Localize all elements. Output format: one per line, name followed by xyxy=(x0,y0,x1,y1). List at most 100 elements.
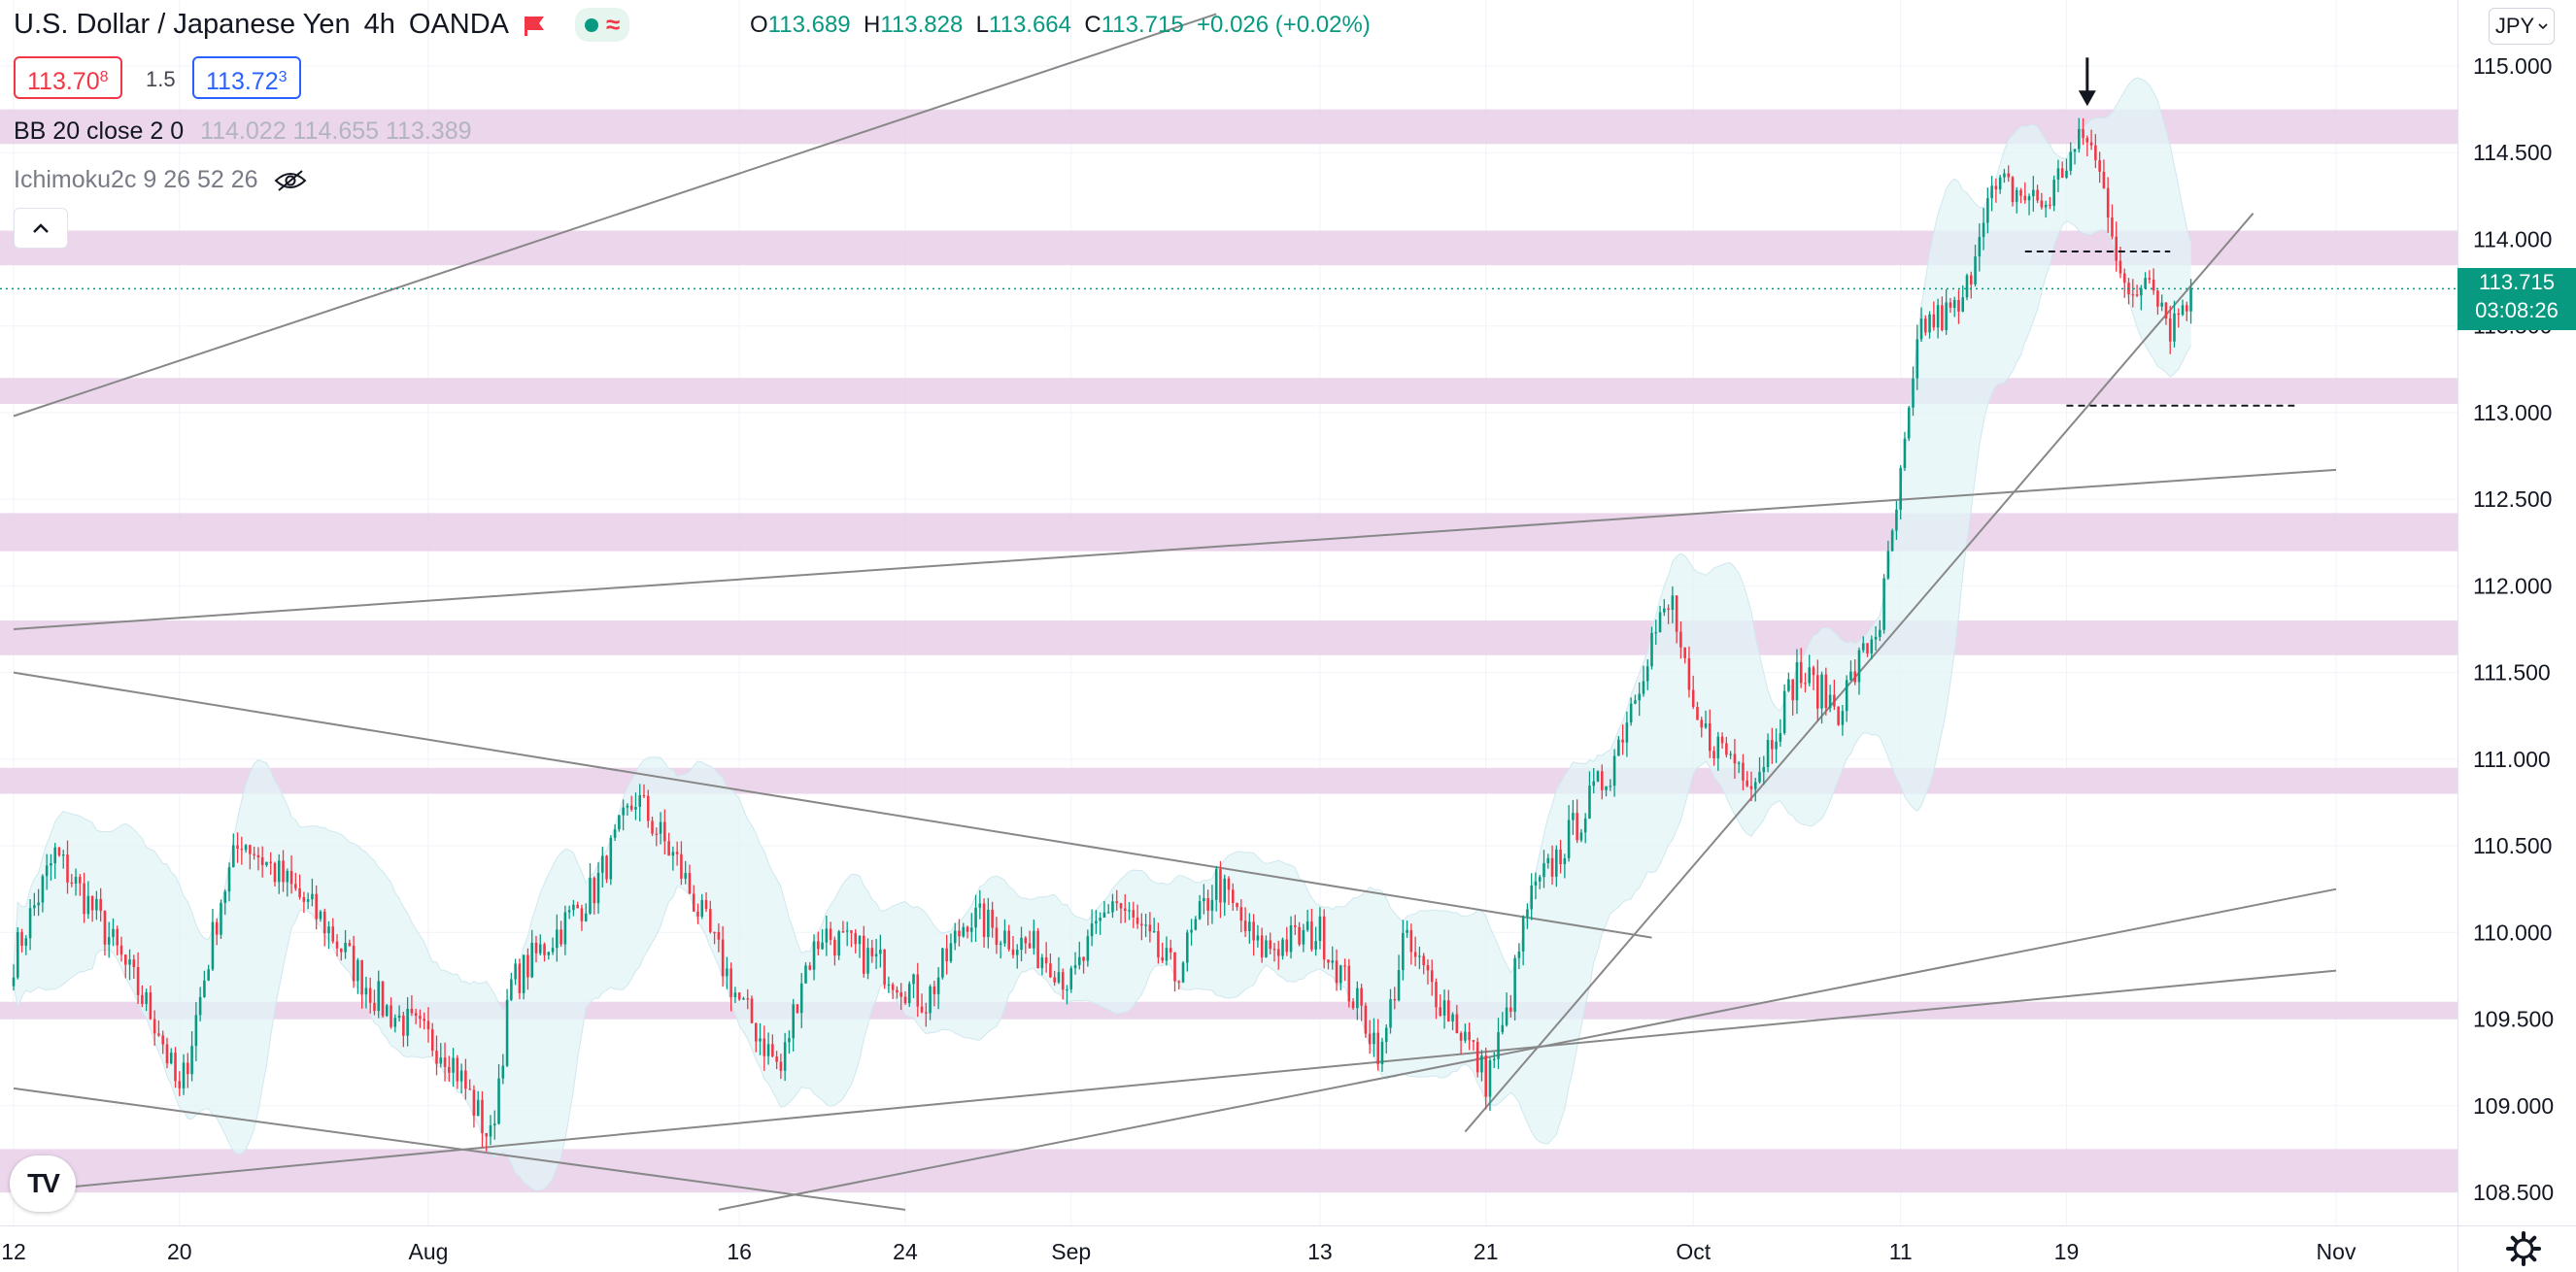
collapse-legend-button[interactable] xyxy=(14,208,68,249)
candle-body xyxy=(12,977,16,987)
candle-body xyxy=(406,1008,409,1036)
candle-body xyxy=(1952,300,1956,308)
gear-icon[interactable] xyxy=(2504,1229,2543,1268)
candle-body xyxy=(572,904,575,911)
candle-body xyxy=(90,895,94,911)
candle-body xyxy=(1351,1001,1355,1009)
candle-body xyxy=(1102,912,1106,919)
buy-button[interactable]: 113.723 xyxy=(192,56,301,99)
candle-body xyxy=(543,944,546,955)
candle-body xyxy=(799,983,803,1014)
candle-body xyxy=(655,833,659,835)
candle-body xyxy=(958,930,961,937)
candle-body xyxy=(1766,740,1770,768)
candle-body xyxy=(1609,786,1612,787)
candle-body xyxy=(311,893,314,900)
candle-body xyxy=(1260,935,1264,957)
candle-body xyxy=(20,931,23,946)
candle-body xyxy=(282,860,285,883)
tradingview-logo[interactable]: TV xyxy=(10,1155,76,1212)
candle-body xyxy=(1480,1055,1483,1073)
candle-body xyxy=(1236,903,1238,908)
candle-body xyxy=(792,1004,795,1039)
candle-body xyxy=(737,992,741,1000)
candle-body xyxy=(1978,237,1982,257)
bollinger-legend[interactable]: BB 20 close 2 0 114.022 114.655 113.389 xyxy=(14,117,472,146)
eye-hidden-icon[interactable] xyxy=(274,169,307,192)
candle-body xyxy=(2065,170,2068,179)
candle-body xyxy=(340,948,343,953)
candle-body xyxy=(510,979,513,1000)
candle-body xyxy=(1782,690,1786,734)
candle-body xyxy=(1335,960,1339,984)
candle-body xyxy=(1492,1058,1496,1061)
candle-body xyxy=(1725,743,1728,755)
candle-body xyxy=(779,1061,783,1071)
time-tick-label: Nov xyxy=(2317,1239,2356,1264)
candle-body xyxy=(766,1044,770,1056)
candle-body xyxy=(423,1019,425,1021)
candle-body xyxy=(1380,1041,1384,1064)
candle-body xyxy=(796,1004,799,1014)
candle-body xyxy=(589,878,592,914)
candle-body xyxy=(1799,662,1803,684)
candle-body xyxy=(2135,294,2139,296)
candle-body xyxy=(439,1057,443,1064)
candle-body xyxy=(1658,612,1662,633)
candle-body xyxy=(1227,878,1231,890)
candle-body xyxy=(1049,963,1052,978)
candle-body xyxy=(1439,1007,1442,1016)
candle-body xyxy=(430,1029,434,1052)
candle-body xyxy=(2069,151,2073,171)
bar-countdown: 03:08:26 xyxy=(2475,298,2559,322)
candle-body xyxy=(845,930,849,932)
candle-body xyxy=(1932,314,1936,328)
symbol-title[interactable]: U.S. Dollar / Japanese Yen xyxy=(14,9,351,40)
candle-body xyxy=(1413,952,1417,957)
candle-body xyxy=(1936,305,1940,328)
candle-body xyxy=(1886,551,1890,579)
candle-body xyxy=(1729,753,1732,755)
candle-body xyxy=(746,998,750,1000)
candle-body xyxy=(2073,149,2077,152)
interval-label[interactable]: 4h xyxy=(363,9,395,40)
candle-body xyxy=(1186,932,1189,963)
candle-body xyxy=(1629,703,1633,723)
candle-body xyxy=(1895,509,1898,531)
candle-body xyxy=(1513,957,1516,1012)
price-tick-label: 114.500 xyxy=(2473,140,2552,165)
ichimoku-legend[interactable]: Ichimoku2c 9 26 52 26 xyxy=(14,166,307,194)
market-status-badge[interactable]: ≈ xyxy=(575,8,630,42)
candle-body xyxy=(1650,632,1653,667)
candle-body xyxy=(1924,318,1927,333)
candle-body xyxy=(360,959,363,995)
candle-body xyxy=(1919,318,1923,340)
candle-body xyxy=(1214,869,1218,900)
currency-button[interactable]: JPY xyxy=(2489,8,2555,45)
sell-button[interactable]: 113.708 xyxy=(14,56,122,99)
candle-body xyxy=(1343,965,1346,967)
candle-body xyxy=(132,959,136,968)
candle-body xyxy=(584,913,588,921)
candle-body xyxy=(95,898,98,911)
candle-body xyxy=(107,937,111,945)
candle-body xyxy=(1861,643,1865,651)
candle-body xyxy=(2056,168,2060,180)
candle-body xyxy=(286,870,289,883)
candle-body xyxy=(1990,185,1993,199)
candle-body xyxy=(1190,929,1193,933)
candle-body xyxy=(1302,929,1305,945)
candle-body xyxy=(1003,930,1006,944)
candle-body xyxy=(1572,813,1575,820)
candle-body xyxy=(642,794,646,797)
high-value: 113.828 xyxy=(880,12,964,38)
price-tick-label: 109.000 xyxy=(2473,1093,2554,1119)
candle-body xyxy=(713,931,716,934)
red-flag-icon[interactable] xyxy=(523,15,548,36)
candle-body xyxy=(1775,741,1778,750)
candle-body xyxy=(1820,674,1823,709)
candle-body xyxy=(1165,948,1169,961)
candle-body xyxy=(750,998,754,1023)
candle-body xyxy=(1099,918,1102,921)
